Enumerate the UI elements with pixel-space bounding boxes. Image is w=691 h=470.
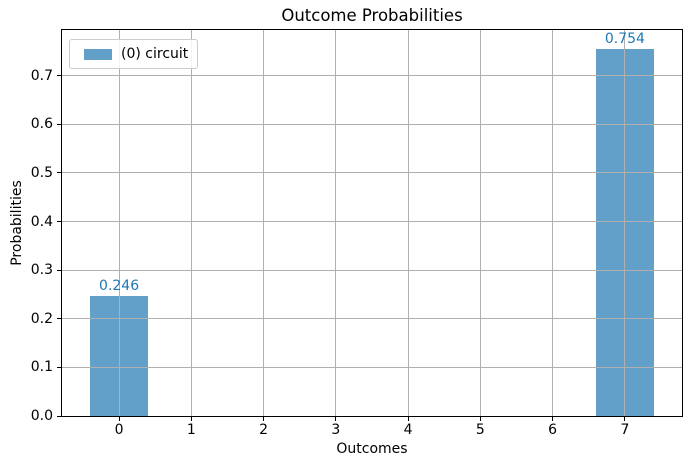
gridline-horizontal	[62, 172, 682, 174]
x-tick-mark	[624, 417, 626, 421]
x-tick-label: 4	[403, 422, 413, 438]
y-tick-label: 0.4	[30, 213, 53, 230]
y-tick-mark	[57, 172, 61, 174]
gridline-vertical	[118, 30, 120, 416]
gridline-vertical	[552, 30, 554, 416]
y-tick-label: 0.5	[30, 164, 53, 181]
y-tick-label: 0.7	[30, 67, 53, 84]
x-tick-label: 5	[475, 422, 485, 438]
gridline-horizontal	[62, 269, 682, 271]
y-tick-label: 0.2	[30, 310, 53, 327]
gridline-horizontal	[62, 366, 682, 368]
y-tick-label: 0.3	[30, 262, 53, 279]
gridline-horizontal	[62, 75, 682, 77]
x-tick-label: 1	[186, 422, 196, 438]
gridline-horizontal	[62, 221, 682, 223]
x-tick-label: 0	[114, 422, 124, 438]
gridline-vertical	[407, 30, 409, 416]
plot-area: 0.246 0.754 (0) circuit	[61, 29, 683, 417]
legend: (0) circuit	[69, 39, 199, 69]
bar-value-label: 0.246	[99, 278, 140, 295]
y-tick-mark	[57, 75, 61, 77]
y-axis-label: Probabilities	[9, 180, 25, 266]
x-tick-mark	[407, 417, 409, 421]
y-tick-mark	[57, 269, 61, 271]
x-tick-label: 6	[548, 422, 558, 438]
y-tick-mark	[57, 123, 61, 125]
legend-label: (0) circuit	[121, 46, 189, 62]
gridline-vertical	[479, 30, 481, 416]
gridline-vertical	[335, 30, 337, 416]
y-tick-mark	[57, 221, 61, 223]
gridline-vertical	[624, 30, 626, 416]
y-tick-mark	[57, 318, 61, 320]
y-tick-label: 0.6	[30, 116, 53, 133]
gridline-vertical	[263, 30, 265, 416]
gridline-vertical	[190, 30, 192, 416]
x-tick-label: 3	[331, 422, 341, 438]
bar-value-label: 0.754	[604, 31, 645, 48]
chart-title: Outcome Probabilities	[281, 6, 463, 25]
x-tick-mark	[118, 417, 120, 421]
x-tick-label: 7	[620, 422, 630, 438]
y-tick-mark	[57, 366, 61, 368]
x-tick-mark	[479, 417, 481, 421]
y-tick-label: 0.0	[30, 408, 53, 424]
x-tick-mark	[335, 417, 337, 421]
x-tick-mark	[190, 417, 192, 421]
x-axis-label: Outcomes	[336, 441, 408, 457]
gridline-horizontal	[62, 318, 682, 320]
x-tick-label: 2	[259, 422, 269, 438]
x-tick-mark	[552, 417, 554, 421]
legend-swatch	[84, 48, 112, 60]
x-tick-mark	[263, 417, 265, 421]
y-tick-label: 0.1	[30, 359, 53, 376]
y-tick-mark	[57, 415, 61, 417]
gridline-horizontal	[62, 123, 682, 125]
